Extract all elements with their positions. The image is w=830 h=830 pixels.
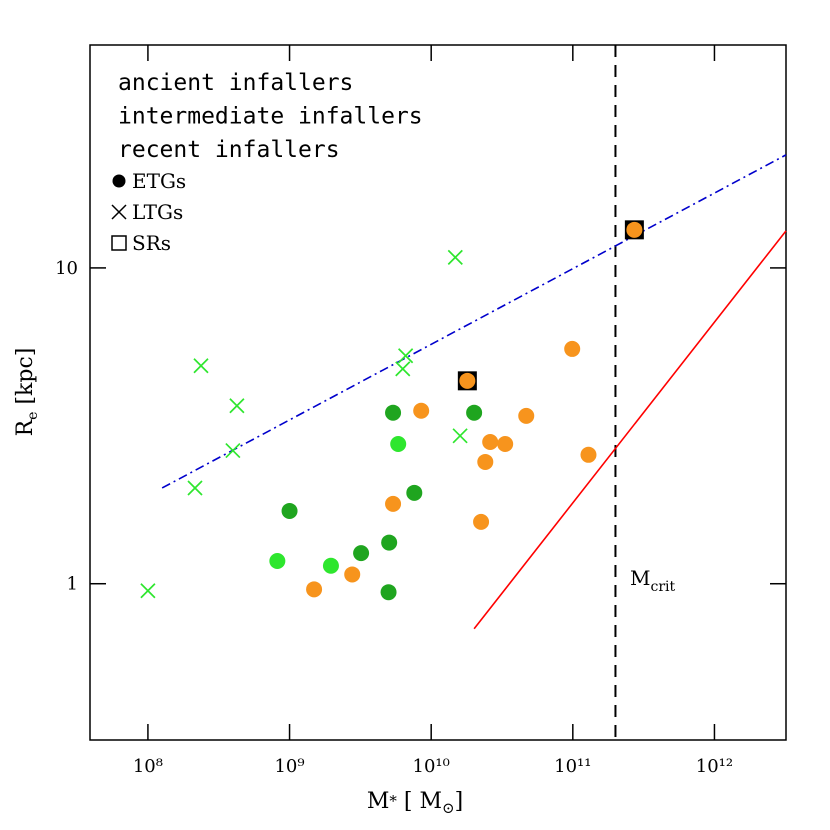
point <box>452 428 468 444</box>
point <box>447 249 463 265</box>
point <box>385 495 402 512</box>
mcrit-label: Mcrit <box>630 566 675 595</box>
point <box>497 435 514 452</box>
point <box>344 566 361 583</box>
plot-frame <box>89 44 787 741</box>
y-tick-label: 1 <box>67 574 78 595</box>
point <box>482 434 499 451</box>
legend-label: intermediate infallers <box>118 104 423 130</box>
point <box>229 398 245 414</box>
point <box>187 480 203 496</box>
point <box>381 534 398 551</box>
point <box>413 402 430 419</box>
x-tick-label: 10⁹ <box>274 756 304 777</box>
legend-label: SRs <box>132 231 171 255</box>
point <box>398 348 414 364</box>
point <box>140 583 156 599</box>
point <box>353 545 370 562</box>
point <box>225 442 241 459</box>
point <box>626 221 643 238</box>
point <box>281 502 298 519</box>
legend-label: recent infallers <box>118 137 340 163</box>
point <box>518 407 535 424</box>
point <box>477 453 494 470</box>
x-tick-label: 10¹¹ <box>554 756 591 777</box>
legend-marker <box>111 204 127 220</box>
x-tick-label: 10¹² <box>696 756 733 777</box>
legend-marker <box>112 174 126 188</box>
point <box>466 404 483 421</box>
point <box>322 557 339 574</box>
point <box>380 584 397 601</box>
x-axis-label: M* [ M⊙] <box>367 789 463 817</box>
y-axis-label: Re [kpc] <box>13 348 41 437</box>
legend-marker <box>111 235 127 251</box>
point <box>406 484 423 501</box>
point <box>473 513 490 530</box>
point <box>385 404 402 421</box>
legend-label: LTGs <box>132 200 183 224</box>
x-tick-label: 10¹⁰ <box>413 756 450 777</box>
point <box>269 553 286 570</box>
legend-label: ancient infallers <box>118 70 353 96</box>
point <box>580 446 597 463</box>
point <box>306 581 323 598</box>
relation-line <box>161 154 787 489</box>
y-tick-label: 10 <box>55 258 78 279</box>
point <box>459 372 476 389</box>
point <box>390 435 407 452</box>
point <box>395 361 411 377</box>
relation-line <box>473 230 787 630</box>
point <box>193 358 209 374</box>
legend-label: ETGs <box>132 169 186 193</box>
x-tick-label: 10⁸ <box>133 756 163 777</box>
point <box>564 340 581 357</box>
